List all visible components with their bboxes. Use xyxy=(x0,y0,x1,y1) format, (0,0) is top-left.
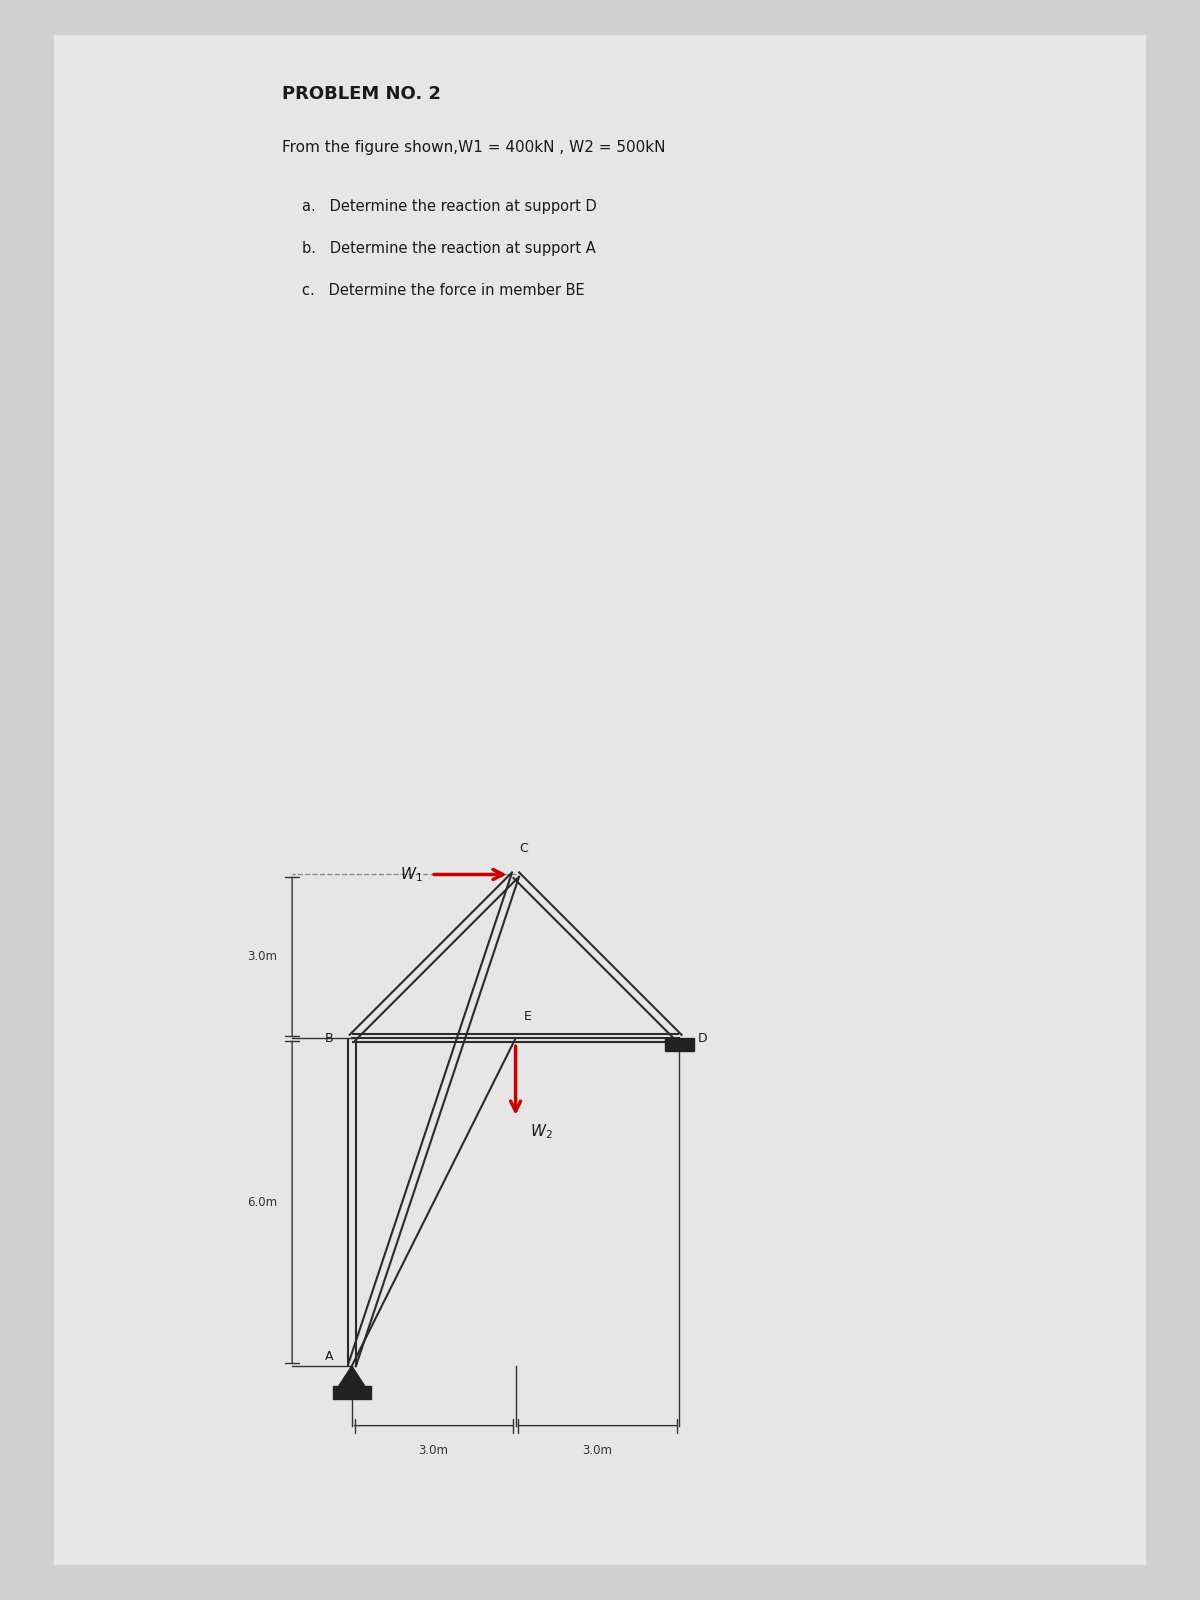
Text: $W_1$: $W_1$ xyxy=(401,866,424,883)
Text: a.   Determine the reaction at support D: a. Determine the reaction at support D xyxy=(302,200,596,214)
Text: c.   Determine the force in member BE: c. Determine the force in member BE xyxy=(302,283,584,298)
Text: E: E xyxy=(523,1011,532,1024)
Text: 3.0m: 3.0m xyxy=(419,1443,449,1456)
Bar xyxy=(665,1038,695,1051)
Text: D: D xyxy=(697,1032,707,1045)
Text: $W_2$: $W_2$ xyxy=(530,1123,553,1141)
Text: From the figure shown,W1 = 400kN , W2 = 500kN: From the figure shown,W1 = 400kN , W2 = … xyxy=(282,139,666,155)
Polygon shape xyxy=(338,1366,365,1386)
Text: C: C xyxy=(520,842,528,854)
Text: 3.0m: 3.0m xyxy=(247,950,277,963)
Text: 6.0m: 6.0m xyxy=(247,1195,277,1208)
Text: b.   Determine the reaction at support A: b. Determine the reaction at support A xyxy=(302,242,596,256)
Text: A: A xyxy=(325,1350,334,1363)
Text: 3.0m: 3.0m xyxy=(582,1443,612,1456)
Text: B: B xyxy=(325,1032,334,1045)
Bar xyxy=(332,1386,371,1398)
Text: PROBLEM NO. 2: PROBLEM NO. 2 xyxy=(282,85,442,102)
